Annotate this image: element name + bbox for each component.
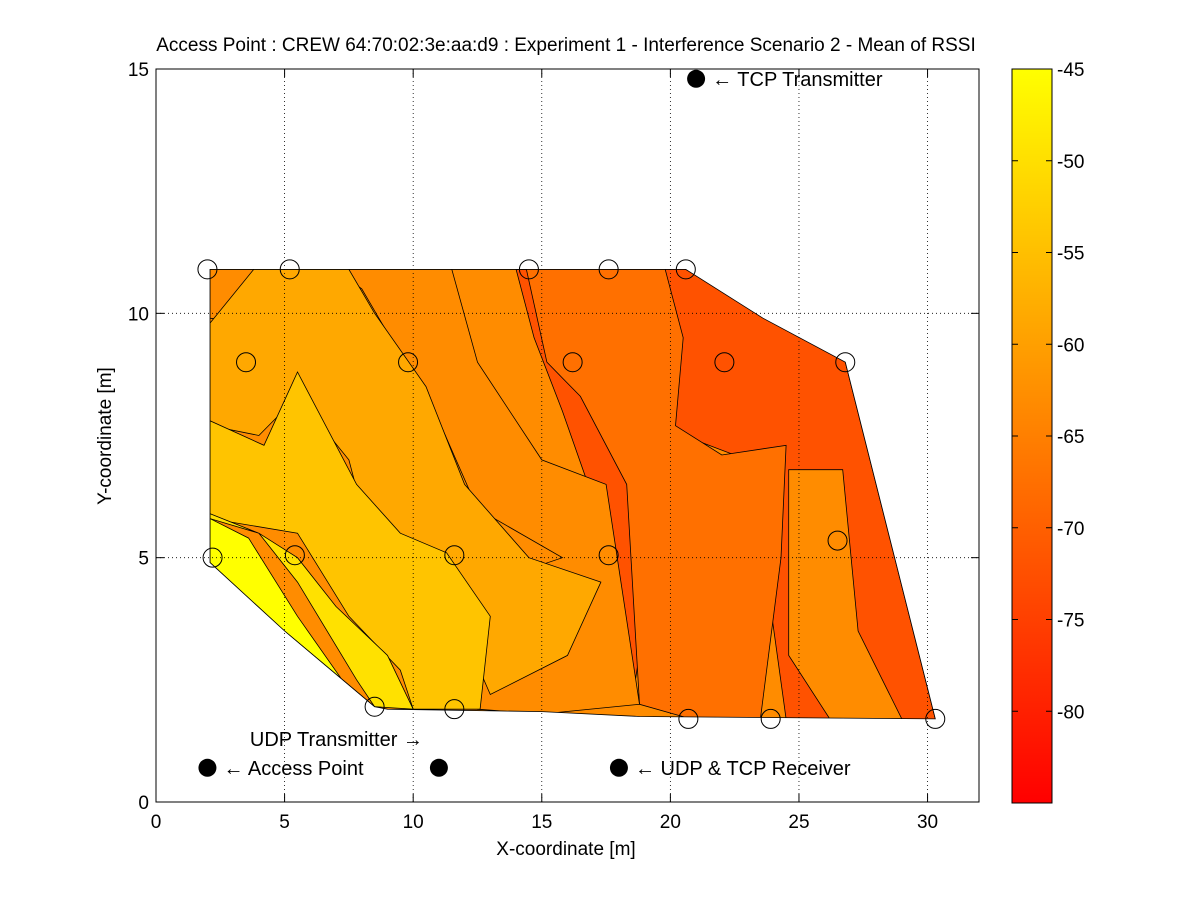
contour-fill bbox=[209, 268, 936, 720]
colorbar bbox=[1011, 68, 1053, 804]
measurement-point-2 bbox=[518, 259, 539, 280]
x-tick-label: 0 bbox=[151, 812, 162, 833]
measurement-point-8 bbox=[714, 352, 735, 373]
measurement-point-13 bbox=[598, 545, 619, 566]
x-tick-label: 30 bbox=[917, 812, 938, 833]
y-tick-label: 0 bbox=[138, 793, 149, 814]
measurement-point-12 bbox=[444, 545, 465, 566]
device-marker-3 bbox=[609, 758, 628, 777]
plot-border bbox=[155, 68, 980, 803]
contour-region-8 bbox=[210, 371, 491, 710]
chart-title: Access Point : CREW 64:70:02:3e:aa:d9 : … bbox=[156, 35, 976, 56]
colorbar-tick-label: -50 bbox=[1057, 152, 1084, 173]
colorbar-tick-label: -70 bbox=[1057, 519, 1084, 540]
colorbar-tick-label: -75 bbox=[1057, 611, 1084, 632]
measurement-point-5 bbox=[236, 352, 257, 373]
measurement-point-3 bbox=[598, 259, 619, 280]
measurement-point-14 bbox=[827, 530, 848, 551]
measurement-point-18 bbox=[760, 708, 781, 729]
colorbar-tick-label: -45 bbox=[1057, 60, 1084, 81]
y-axis-ticks: 0 5 10 15 bbox=[128, 60, 979, 814]
device-marker-2 bbox=[429, 758, 448, 777]
colorbar-tick-label: -80 bbox=[1057, 702, 1084, 723]
x-axis-label: X-coordinate [m] bbox=[496, 839, 635, 860]
x-tick-label: 20 bbox=[660, 812, 681, 833]
device-marker-1 bbox=[198, 758, 217, 777]
colorbar-ticks: -45 -50 -55 -60 -65 -70 -75 -80 bbox=[1012, 60, 1084, 723]
measurement-point-11 bbox=[284, 545, 305, 566]
measurement-point-17 bbox=[678, 708, 699, 729]
measurement-point-19 bbox=[925, 708, 946, 729]
y-tick-label: 10 bbox=[128, 304, 149, 325]
measurement-points bbox=[197, 259, 946, 729]
x-tick-label: 5 bbox=[279, 812, 290, 833]
x-axis-ticks: 0 5 10 15 20 25 30 bbox=[151, 69, 938, 833]
measurement-point-15 bbox=[364, 696, 385, 717]
measurement-point-10 bbox=[202, 547, 223, 568]
colorbar-tick-label: -65 bbox=[1057, 427, 1084, 448]
region-outline bbox=[209, 268, 936, 720]
measurement-point-4 bbox=[675, 259, 696, 280]
device-markers: ← TCP Transmitter ← Access Point UDP Trans… bbox=[198, 69, 883, 780]
colorbar-tick-label: -60 bbox=[1057, 335, 1084, 356]
x-tick-label: 10 bbox=[403, 812, 424, 833]
device-label-1: ← Access Point bbox=[223, 758, 364, 780]
device-label-3: ← UDP & TCP Receiver bbox=[635, 758, 851, 780]
device-label-2: UDP Transmitter → bbox=[250, 729, 423, 751]
contour-region-9 bbox=[210, 513, 414, 710]
x-tick-label: 15 bbox=[531, 812, 552, 833]
y-axis-label: Y-coordinate [m] bbox=[95, 367, 116, 505]
x-tick-label: 25 bbox=[788, 812, 809, 833]
device-marker-0 bbox=[687, 69, 706, 88]
measurement-point-6 bbox=[398, 352, 419, 373]
measurement-point-16 bbox=[444, 699, 465, 720]
measurement-point-0 bbox=[197, 259, 218, 280]
device-label-0: ← TCP Transmitter bbox=[712, 69, 883, 91]
measurement-point-1 bbox=[279, 259, 300, 280]
measurement-point-7 bbox=[562, 352, 583, 373]
y-tick-label: 15 bbox=[128, 60, 149, 81]
contour-region-6 bbox=[788, 469, 903, 719]
y-tick-label: 5 bbox=[138, 549, 149, 570]
measurement-point-9 bbox=[835, 352, 856, 373]
colorbar-tick-label: -55 bbox=[1057, 244, 1084, 265]
contour-region-3 bbox=[444, 269, 787, 719]
